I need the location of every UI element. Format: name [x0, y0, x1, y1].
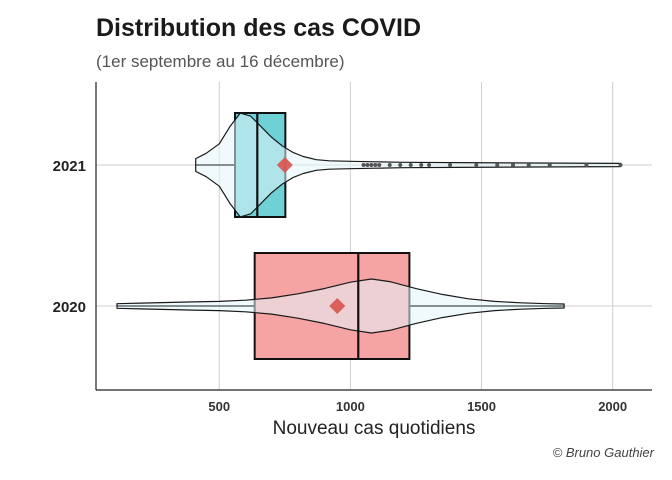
- outlier-point-2021-1: [365, 163, 370, 167]
- y-tick-label-2020: 2020: [53, 299, 86, 316]
- outlier-point-2021-9: [427, 163, 432, 167]
- outlier-point-2021-13: [511, 163, 515, 167]
- violin-2021: [195, 112, 622, 218]
- x-tick-label-1000: 1000: [336, 399, 365, 414]
- outlier-point-2021-3: [373, 163, 378, 167]
- tick-labels: 500 1000 1500 2000 2021 2020: [53, 158, 627, 414]
- y-tick-label-2021: 2021: [53, 158, 86, 175]
- outlier-point-2021-7: [408, 163, 413, 167]
- outlier-point-2021-6: [398, 163, 403, 167]
- outlier-point-2021-15: [547, 163, 552, 167]
- outlier-point-2021-12: [495, 163, 500, 167]
- outlier-point-2021-14: [526, 163, 531, 167]
- chart-title: Distribution des cas COVID: [96, 14, 422, 42]
- outlier-point-2021-17: [618, 163, 623, 167]
- mean-marker-2021: [276, 157, 293, 173]
- x-tick-label-1500: 1500: [467, 399, 496, 414]
- outlier-point-2021-16: [584, 163, 589, 167]
- x-tick-label-2000: 2000: [598, 399, 627, 414]
- outlier-point-2021-11: [474, 163, 479, 167]
- axes: [95, 82, 652, 391]
- x-axis-label: Nouveau cas quotidiens: [273, 418, 476, 439]
- outlier-point-2021-0: [361, 163, 366, 167]
- outlier-point-2021-10: [448, 163, 453, 167]
- credit-caption: © Bruno Gauthier: [552, 445, 654, 460]
- plot-area: [116, 112, 623, 360]
- x-tick-label-500: 500: [208, 399, 230, 414]
- chart-subtitle: (1er septembre au 16 décembre): [96, 52, 345, 71]
- outlier-point-2021-4: [377, 163, 382, 167]
- outlier-point-2021-5: [387, 163, 392, 167]
- outlier-point-2021-8: [419, 163, 424, 167]
- mean-marker-2020: [329, 298, 346, 314]
- outlier-point-2021-2: [369, 163, 374, 167]
